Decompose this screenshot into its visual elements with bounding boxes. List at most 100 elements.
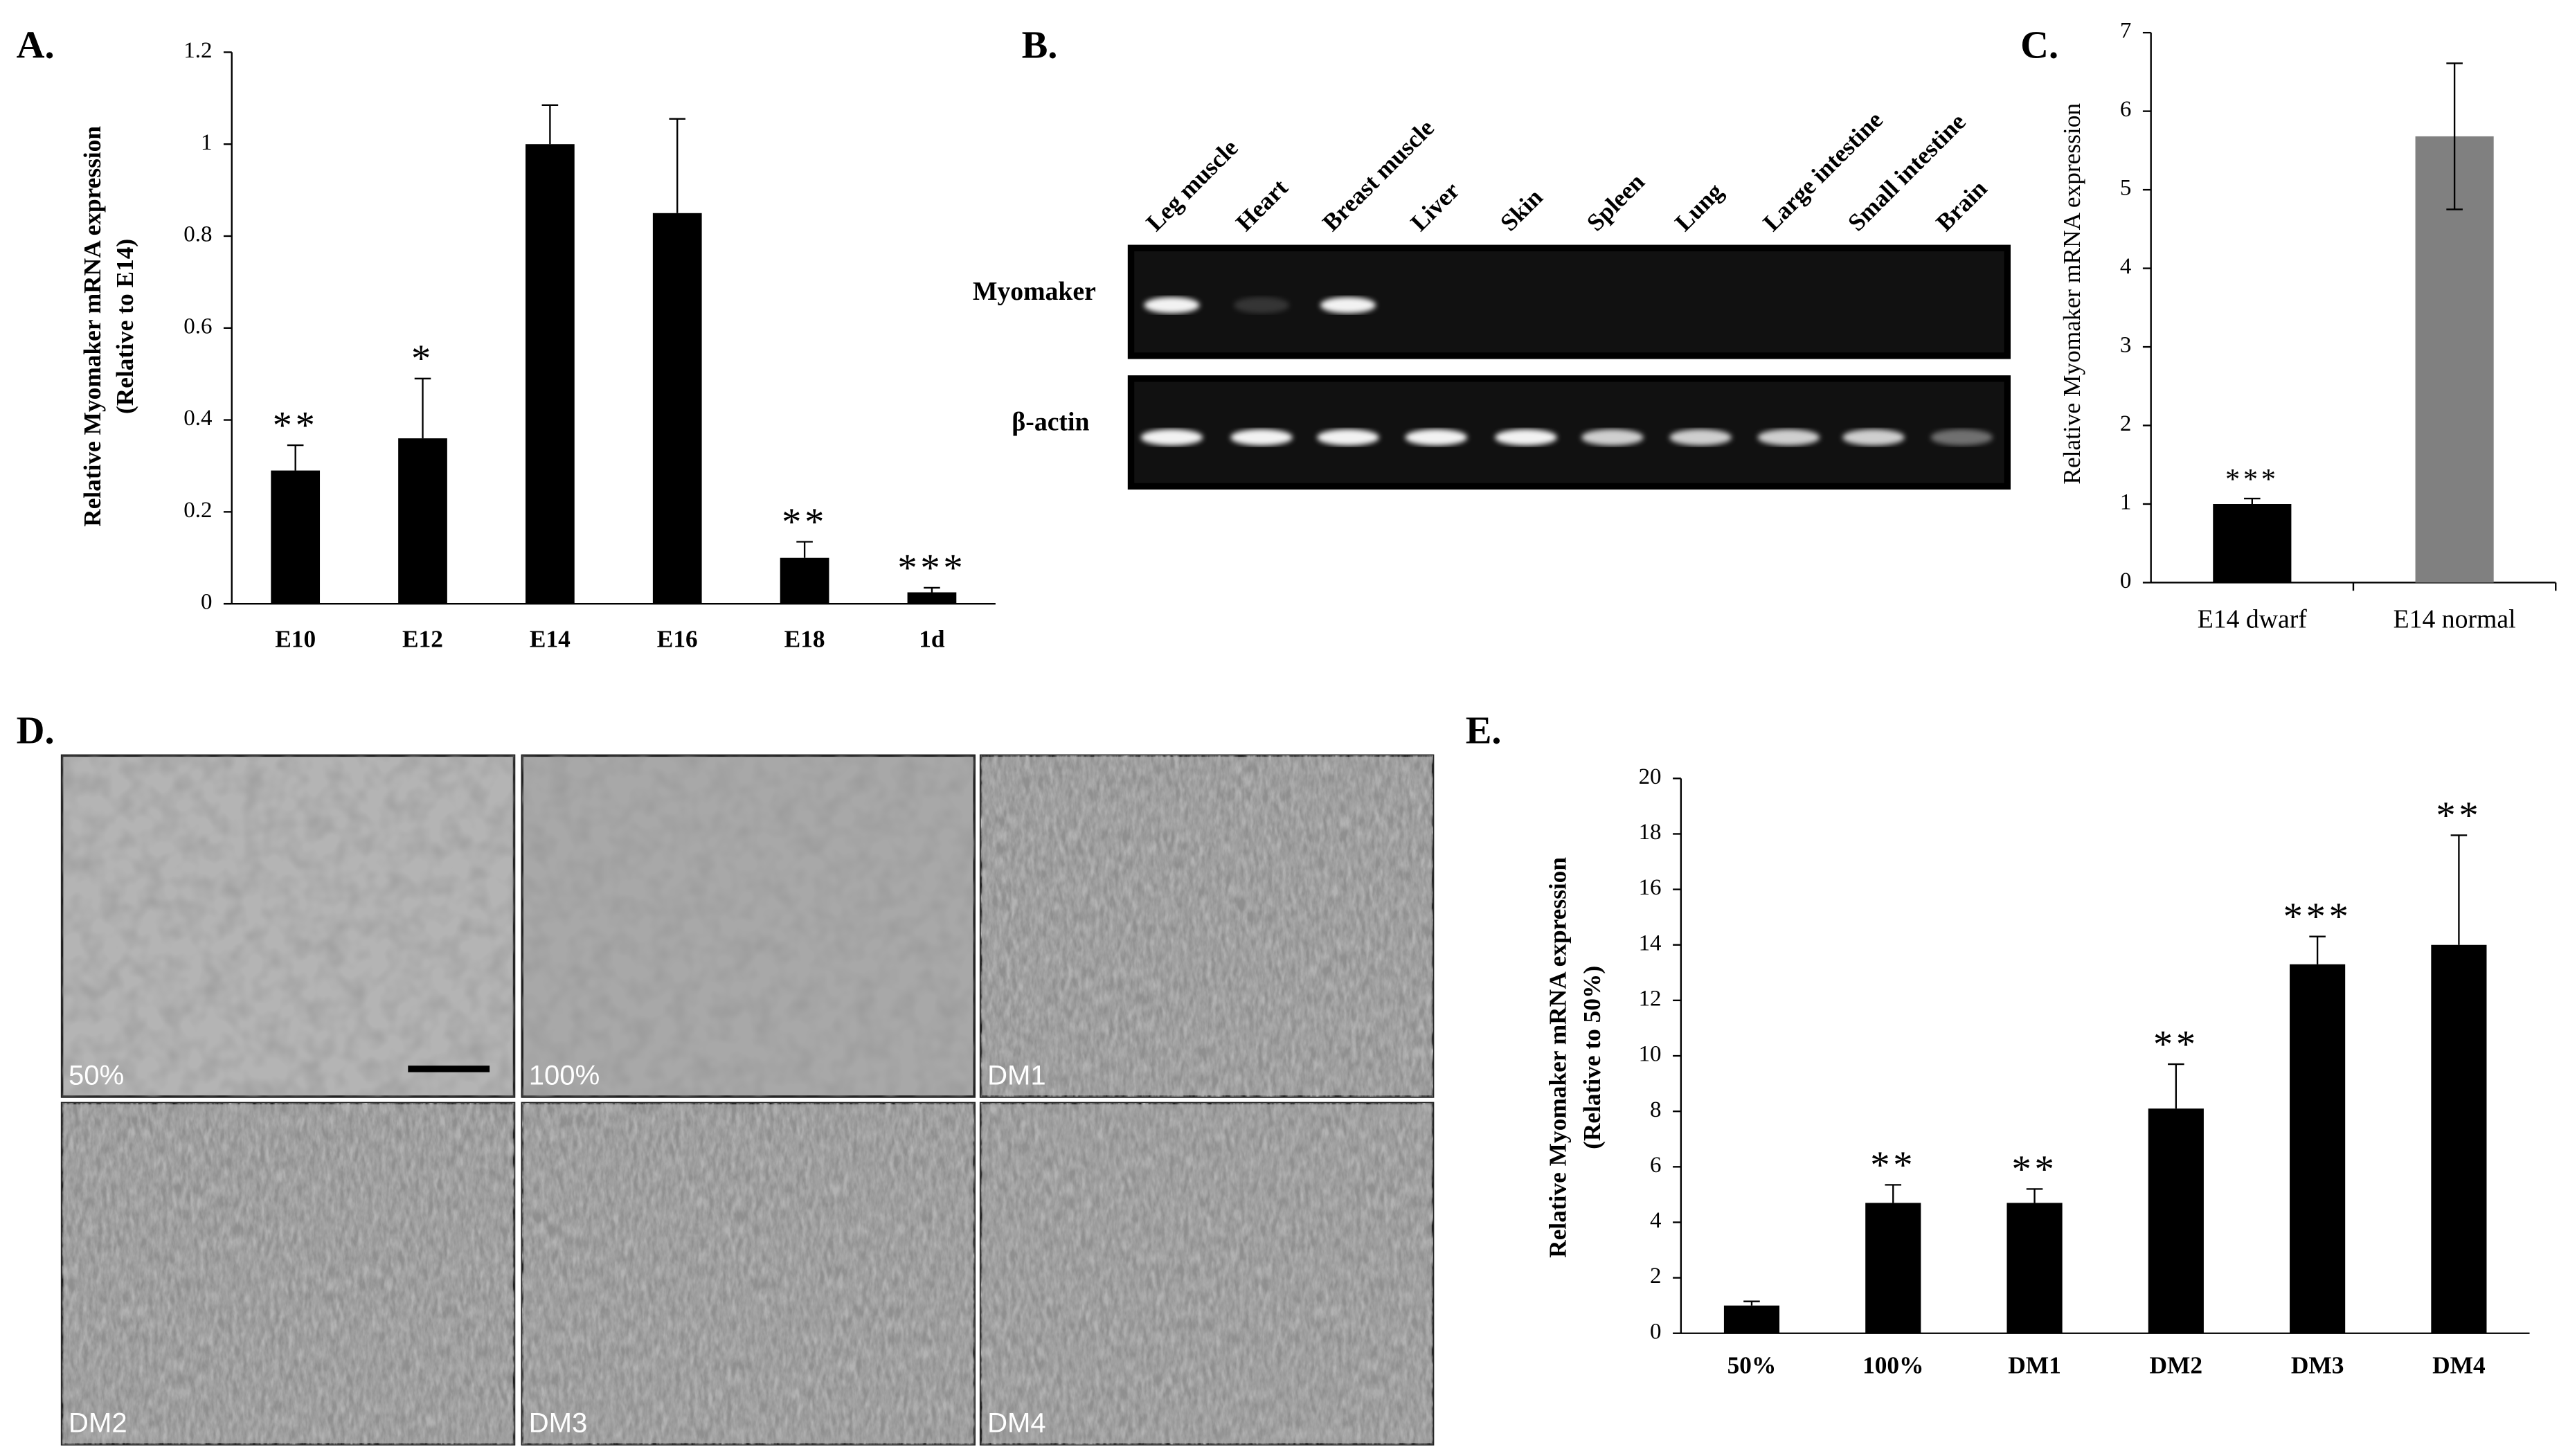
x-tick-label: E10 — [275, 624, 316, 652]
lane-label: Leg muscle — [1140, 134, 1243, 236]
x-tick-label: E14 normal — [2394, 605, 2516, 634]
x-tick-label: DM4 — [2432, 1351, 2486, 1378]
significance: ** — [782, 501, 827, 543]
row-label: β-actin — [1012, 408, 1089, 437]
y-tick-label: 5 — [2120, 176, 2132, 201]
band — [1930, 429, 1993, 446]
bar — [2290, 964, 2346, 1333]
y-tick-label: 3 — [2120, 333, 2132, 358]
scale-bar — [408, 1066, 490, 1072]
x-tick-label: 100% — [1862, 1351, 1923, 1378]
bar — [398, 438, 447, 604]
bar — [2148, 1108, 2204, 1333]
band — [1405, 429, 1468, 446]
y-axis-title: Relative Myomaker mRNA expression — [2058, 103, 2085, 485]
band — [1320, 296, 1376, 314]
lane-label: Heart — [1230, 173, 1293, 236]
x-tick-label: DM2 — [2150, 1351, 2203, 1378]
x-tick-label: E12 — [402, 624, 443, 652]
band — [1757, 429, 1820, 446]
y-tick-label: 7 — [2120, 19, 2132, 44]
significance: *** — [897, 546, 966, 589]
y-tick-label: 8 — [1650, 1097, 1662, 1122]
micrographs: 50% 100% DM1 DM2 DM3 DM4 — [60, 754, 1435, 1446]
y-tick-label: 0.2 — [183, 498, 212, 523]
significance: *** — [2225, 463, 2279, 496]
bar — [907, 592, 957, 604]
y-tick-label: 1 — [201, 130, 213, 155]
bar — [2213, 504, 2292, 583]
y-tick-label: 16 — [1639, 875, 1662, 900]
bar — [526, 144, 575, 604]
panel-label: A. — [17, 24, 55, 67]
texture — [522, 1103, 975, 1445]
x-tick-label: E18 — [784, 624, 825, 652]
significance: *** — [2283, 895, 2352, 938]
significance: ** — [2436, 794, 2481, 837]
bar — [2431, 944, 2487, 1333]
band — [1140, 429, 1203, 446]
texture — [62, 755, 514, 1097]
y-tick-label: 0 — [201, 590, 213, 615]
y-tick-label: 6 — [1650, 1153, 1662, 1178]
x-tick-label: 50% — [1727, 1351, 1777, 1378]
y-tick-label: 10 — [1639, 1042, 1662, 1067]
y-tick-label: 6 — [2120, 97, 2132, 122]
band — [1669, 429, 1732, 446]
y-axis-title: (Relative to 50%) — [1578, 966, 1606, 1149]
micrograph-label: DM2 — [69, 1408, 127, 1438]
y-tick-label: 4 — [2120, 254, 2132, 279]
bar — [2006, 1203, 2063, 1333]
y-tick-label: 18 — [1639, 820, 1662, 845]
y-tick-label: 0.4 — [183, 406, 212, 431]
significance: * — [411, 337, 434, 380]
y-axis-title: Relative Myomaker mRNA expression — [1544, 857, 1572, 1258]
lane-label: Brain — [1930, 174, 1993, 237]
y-tick-label: 0.8 — [183, 222, 212, 247]
micrograph-label: DM1 — [987, 1060, 1046, 1090]
y-tick-label: 14 — [1639, 931, 1662, 955]
bar — [652, 213, 702, 604]
x-tick-label: DM3 — [2291, 1351, 2344, 1378]
y-tick-label: 1 — [2120, 490, 2132, 515]
texture — [980, 1103, 1433, 1445]
x-tick-label: E14 dwarf — [2198, 605, 2308, 634]
lane-label: Skin — [1495, 183, 1548, 236]
y-tick-label: 0.6 — [183, 314, 212, 339]
y-tick-label: 20 — [1639, 764, 1662, 789]
x-tick-label: 1d — [919, 624, 945, 652]
lane-label: Spleen — [1581, 168, 1650, 236]
x-tick-label: DM1 — [2008, 1351, 2061, 1378]
band — [1495, 429, 1557, 446]
y-tick-label: 2 — [1650, 1264, 1662, 1288]
x-tick-label: E16 — [657, 624, 698, 652]
micrograph-label: 100% — [529, 1060, 600, 1090]
texture — [62, 1103, 514, 1445]
panel-label: D. — [17, 710, 55, 753]
y-tick-label: 0 — [2120, 568, 2132, 593]
panel-label: C. — [2020, 24, 2058, 67]
significance: ** — [2153, 1023, 2199, 1066]
micrograph-label: 50% — [69, 1060, 124, 1090]
y-tick-label: 4 — [1650, 1208, 1662, 1233]
bar — [2415, 136, 2494, 583]
row-label: Myomaker — [973, 277, 1096, 306]
band — [1234, 296, 1290, 314]
bar — [780, 557, 829, 604]
bar — [271, 470, 321, 604]
band — [1230, 429, 1293, 446]
band — [1144, 296, 1200, 314]
band — [1842, 429, 1905, 446]
x-tick-label: E14 — [530, 624, 571, 652]
band — [1317, 429, 1379, 446]
micrograph-label: DM3 — [529, 1408, 588, 1438]
y-tick-label: 0 — [1650, 1319, 1662, 1344]
band — [1581, 429, 1644, 446]
panel-label: E. — [1466, 710, 1502, 753]
lane-label: Liver — [1405, 177, 1465, 237]
lane-label: Lung — [1669, 177, 1728, 236]
y-axis-title: (Relative to E14) — [111, 239, 138, 414]
significance: ** — [1870, 1144, 1916, 1187]
